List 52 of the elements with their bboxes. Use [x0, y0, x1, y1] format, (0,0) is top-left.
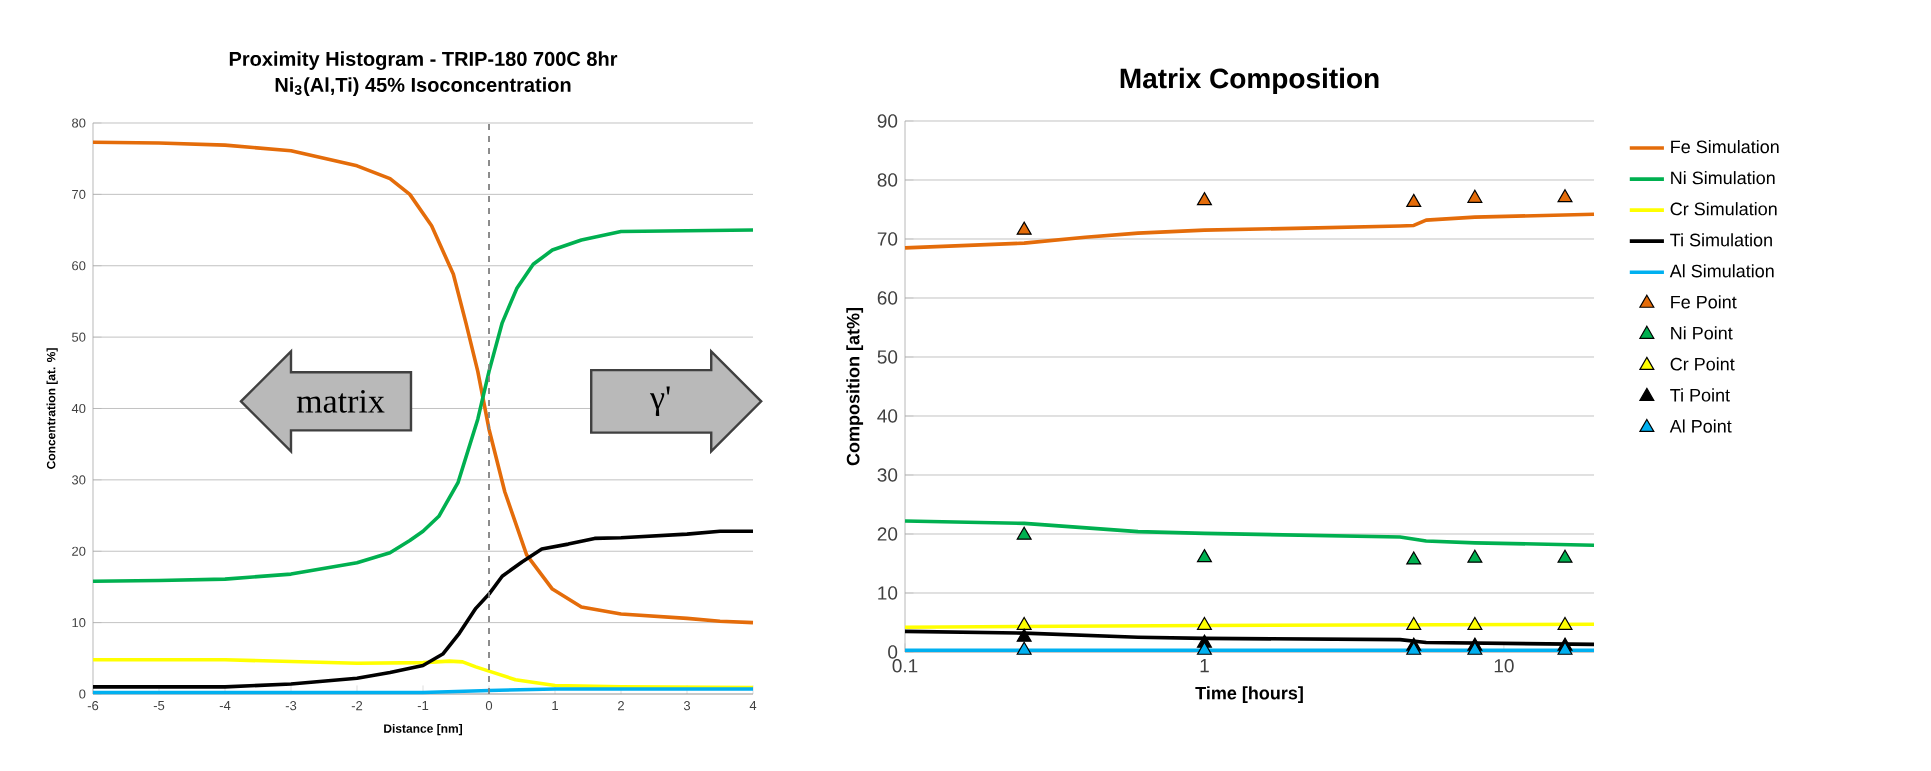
legend-label: Fe Point	[1671, 295, 1737, 309]
y-tick-label: 40	[877, 409, 898, 423]
legend-label: Ti Simulation	[1670, 233, 1772, 247]
y-tick-label: 50	[72, 332, 86, 342]
y-tick-label: 0	[888, 645, 898, 659]
y-tick-label: 60	[877, 291, 898, 305]
y-tick-label: 20	[877, 527, 898, 541]
y-tick-label: 30	[877, 468, 898, 482]
x-tick-label: 4	[749, 701, 757, 711]
y-axis-title: Composition [at%]	[846, 308, 864, 466]
x-axis-title: Time [hours]	[1195, 686, 1303, 704]
x-axis-title: Distance [nm]	[384, 723, 462, 736]
y-tick-label: 0	[79, 689, 86, 699]
x-tick-label: 3	[683, 701, 691, 711]
y-tick-label: 80	[72, 118, 86, 128]
y-tick-label: 70	[877, 232, 898, 246]
y-tick-label: 30	[71, 475, 86, 485]
legend-label: Cr Simulation	[1670, 202, 1777, 216]
x-tick-label: 10	[1494, 659, 1514, 673]
x-tick-label: -5	[153, 701, 165, 711]
chart-title: Proximity Histogram - TRIP-180 700C 8hr	[229, 51, 618, 71]
y-tick-label: 70	[72, 189, 86, 199]
y-tick-label: 40	[71, 403, 86, 414]
annotation: γ'	[649, 386, 670, 417]
chart-subtitle: Ni$_{3}$(Al,Ti) 45% Isoconcentration	[275, 77, 571, 96]
chart-title: Matrix Composition	[1120, 67, 1379, 94]
x-tick-label: 0	[485, 701, 493, 711]
y-tick-label: 60	[72, 261, 86, 271]
x-tick-label: 2	[618, 701, 624, 711]
legend-label: Cr Point	[1670, 357, 1735, 371]
legend-label: Fe Simulation	[1671, 140, 1779, 154]
y-tick-label: 90	[877, 114, 898, 128]
legend-label: Ni Simulation	[1671, 171, 1775, 185]
y-tick-label: 80	[877, 173, 898, 187]
x-tick-label: -1	[417, 701, 429, 711]
x-tick-label: -6	[87, 701, 99, 711]
x-tick-label: 0.1	[892, 659, 918, 673]
legend-label: Ti Point	[1670, 388, 1730, 402]
y-tick-label: 10	[72, 618, 86, 628]
legend-label: Ni Point	[1671, 326, 1733, 340]
x-tick-label: 1	[552, 701, 558, 711]
x-tick-label: -2	[351, 701, 363, 711]
y-tick-label: 20	[72, 546, 86, 556]
y-tick-label: 50	[877, 350, 898, 364]
x-tick-label: 1	[1200, 659, 1209, 673]
y-tick-label: 10	[878, 586, 898, 600]
x-tick-label: -4	[219, 701, 231, 711]
y-axis-title: Concentration [at. %]	[46, 348, 58, 469]
legend-label: Al Simulation	[1669, 264, 1774, 278]
x-tick-label: -3	[285, 701, 297, 711]
annotation: matrix	[296, 389, 385, 413]
legend-label: Al Point	[1669, 419, 1732, 433]
